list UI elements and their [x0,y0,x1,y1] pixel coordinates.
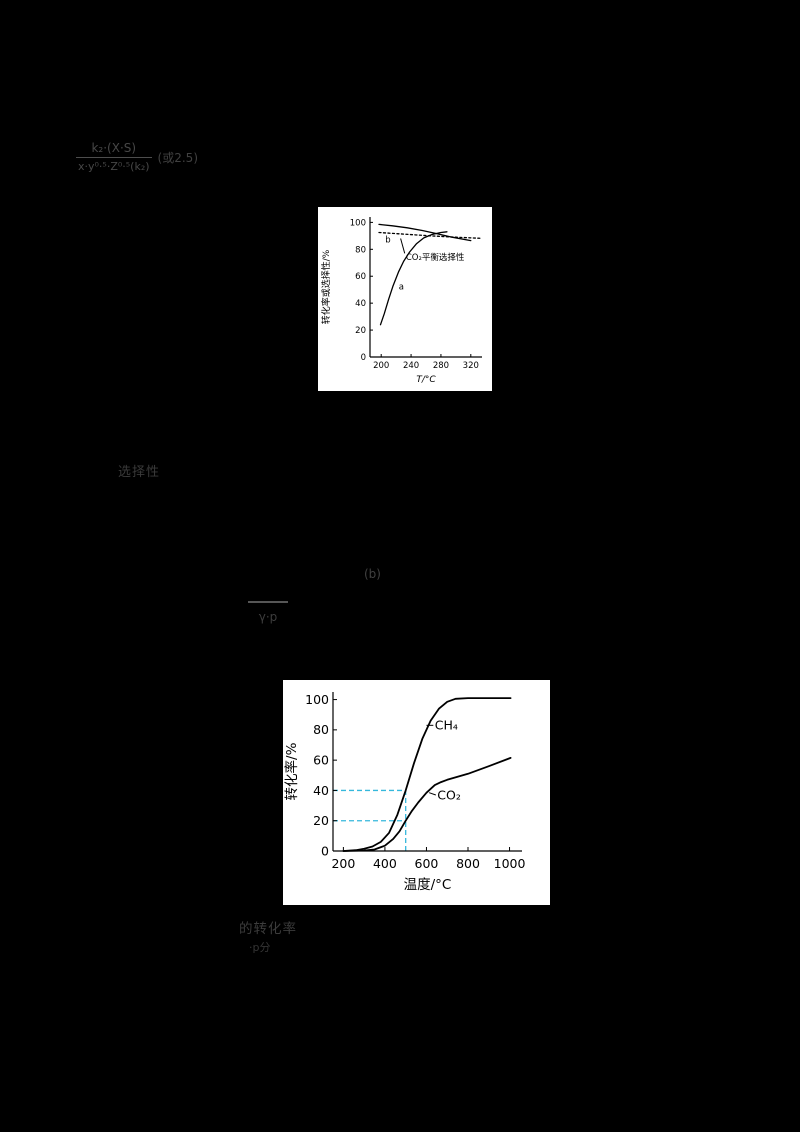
svg-text:80: 80 [313,722,329,737]
faint-note-b: (b) [364,567,381,581]
svg-text:320: 320 [463,361,479,371]
svg-text:280: 280 [433,361,449,371]
svg-text:100: 100 [350,218,366,228]
svg-text:400: 400 [373,856,397,871]
chart-panel-top: 200 240 280 320 0 20 40 60 80 100 T/°C 转化率或选择性/% b a C… [318,207,492,391]
svg-text:20: 20 [313,813,329,828]
svg-text:60: 60 [313,753,329,768]
svg-text:40: 40 [355,299,366,309]
svg-text:1000: 1000 [494,856,526,871]
svg-text:600: 600 [415,856,439,871]
svg-text:温度/°C: 温度/°C [404,877,452,893]
svg-text:a: a [399,283,404,293]
svg-text:0: 0 [361,353,366,363]
fraction-bar [248,601,288,603]
conversion-temperature-chart: 200 400 600 800 1000 0 20 40 60 80 100 温度/°C 转化率/% CH… [283,692,526,893]
svg-text:转化率或选择性/%: 转化率或选择性/% [320,249,332,324]
faint-note-mid: 选择性 [118,465,161,480]
formula-fraction: k₂·(X·S) x·y⁰·⁵·Z⁰·⁵(k₂) [76,141,152,173]
svg-text:CO₂: CO₂ [437,787,461,802]
faint-note-bottom: 的转化率 ·p分 [239,917,297,955]
faint-note-bottom-line2: ·p分 [249,941,271,954]
svg-text:100: 100 [305,692,329,707]
svg-text:240: 240 [403,361,419,371]
svg-text:0: 0 [321,843,329,858]
formula-numerator: k₂·(X·S) [91,141,137,155]
chart-panel-bottom: 200 400 600 800 1000 0 20 40 60 80 100 温度/°C 转化率/% CH… [283,680,550,905]
svg-text:CH₄: CH₄ [435,718,458,733]
faint-formula: k₂·(X·S) x·y⁰·⁵·Z⁰·⁵(k₂) (或2.5) [76,141,198,173]
svg-text:CO₂平衡选择性: CO₂平衡选择性 [406,252,465,263]
svg-text:200: 200 [373,361,389,371]
svg-text:转化率/%: 转化率/% [283,742,300,800]
formula-denominator: x·y⁰·⁵·Z⁰·⁵(k₂) [78,160,150,173]
svg-text:200: 200 [331,856,355,871]
svg-text:40: 40 [313,783,329,798]
svg-text:60: 60 [355,272,366,282]
faint-small-fraction: γ·p [248,601,288,625]
svg-text:T/°C: T/°C [416,375,436,385]
formula-side-note: (或2.5) [157,150,198,165]
svg-text:b: b [385,236,390,246]
small-fraction-label: γ·p [258,609,278,624]
fraction-bar [76,157,152,158]
conversion-selectivity-chart: 200 240 280 320 0 20 40 60 80 100 T/°C 转化率或选择性/% b a C… [320,217,482,385]
svg-text:80: 80 [355,245,366,255]
svg-text:20: 20 [355,326,366,336]
svg-text:800: 800 [456,856,480,871]
faint-note-bottom-line1: 的转化率 [239,921,297,937]
